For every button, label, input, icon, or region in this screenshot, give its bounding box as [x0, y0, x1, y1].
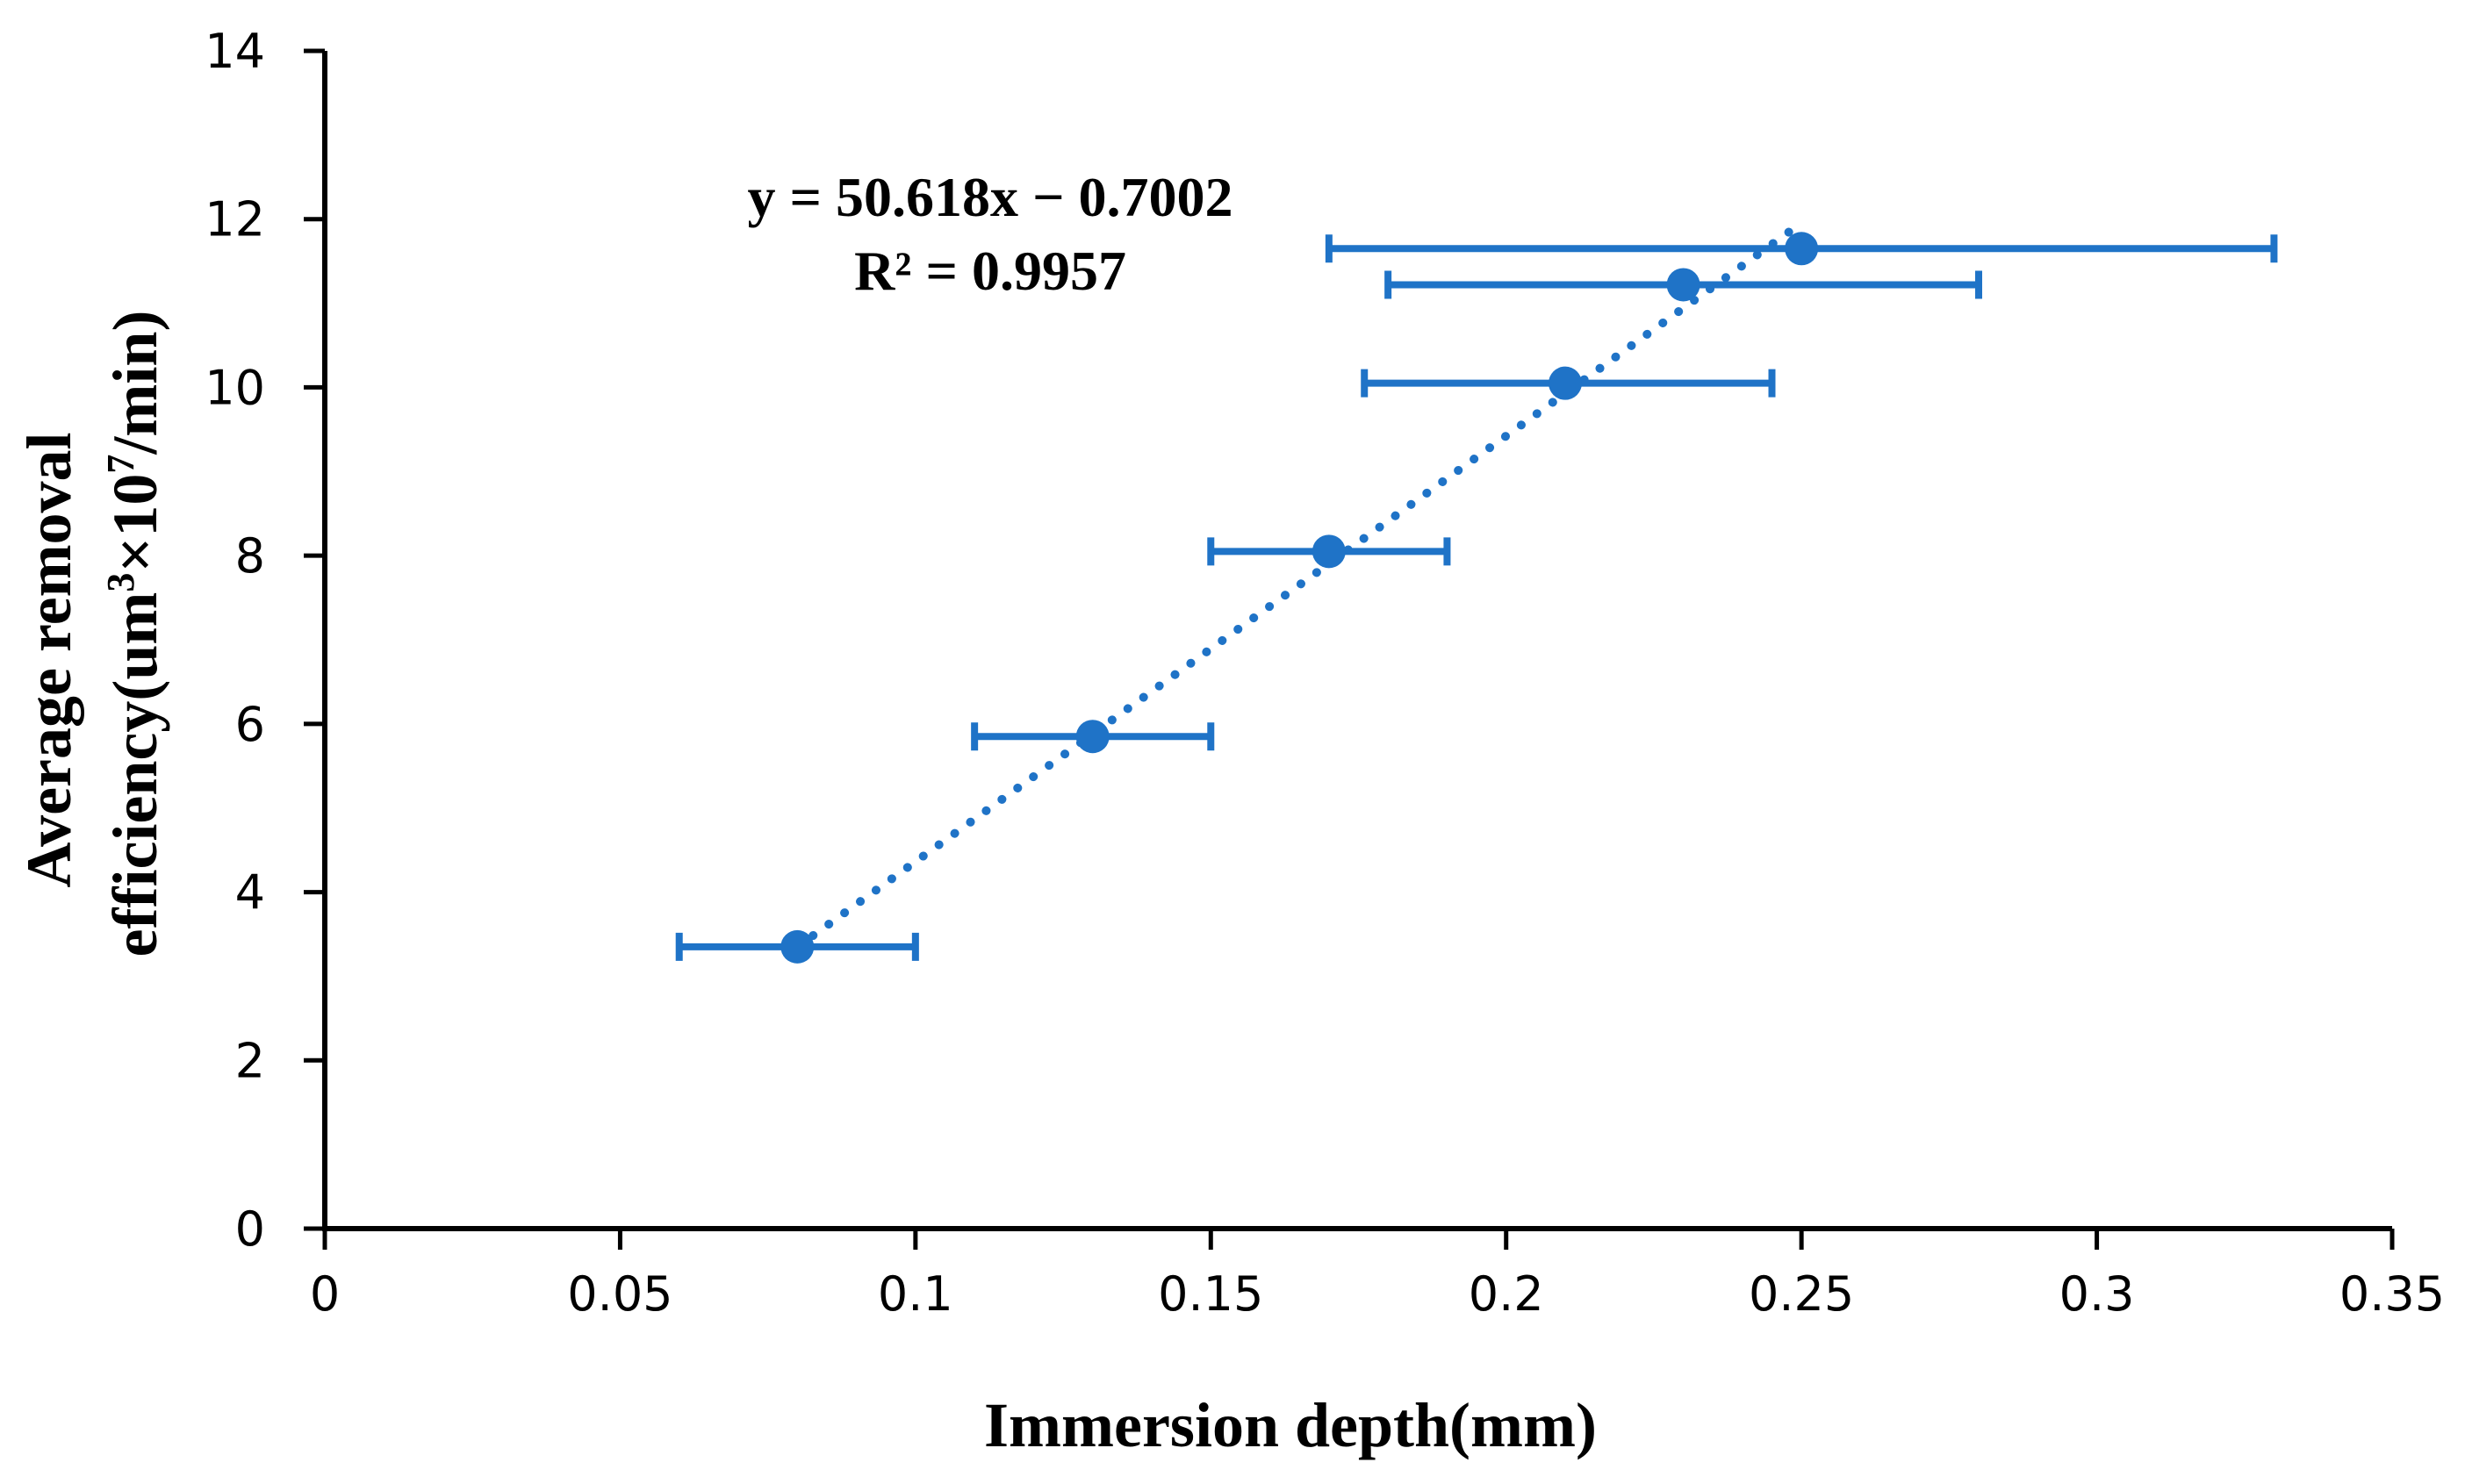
trendline [793, 219, 1807, 951]
y-tick-label: 4 [235, 865, 265, 921]
data-point [1549, 366, 1582, 400]
data-points [780, 232, 1819, 964]
data-point [1075, 720, 1110, 754]
y-axis-title-line1: Average removal [14, 432, 84, 887]
y-axis-title-sup1: 3 [99, 573, 142, 592]
x-axis: 0 0.05 0.1 0.15 0.2 0.25 0.3 0.35 [310, 1226, 2445, 1322]
data-point [780, 929, 815, 964]
error-bars [675, 234, 2278, 961]
y-tick-label: 14 [205, 24, 265, 79]
data-point [1312, 534, 1346, 569]
y-axis-title-line2: efficiency(um3×107/min) [99, 311, 170, 957]
x-axis-title: Immersion depth(mm) [984, 1390, 1597, 1460]
y-axis-title-sup2: 7 [99, 455, 142, 474]
y-axis-title-prefix: efficiency(um [100, 592, 170, 957]
y-tick-label: 6 [235, 697, 265, 752]
y-tick-label: 2 [235, 1033, 265, 1088]
x-tick-label: 0.05 [567, 1266, 672, 1322]
y-tick-label: 0 [235, 1201, 265, 1257]
y-axis-title-mid: ×10 [100, 474, 170, 573]
x-tick-label: 0.1 [878, 1266, 953, 1322]
y-axis-title: Average removal efficiency(um3×107/min) [14, 311, 170, 957]
y-axis: 0 2 4 6 8 10 12 14 [205, 24, 327, 1257]
data-point [1666, 268, 1700, 302]
x-tick-label: 0.15 [1158, 1266, 1263, 1322]
x-tick-label: 0.25 [1749, 1266, 1854, 1322]
x-tick-label: 0.35 [2339, 1266, 2445, 1322]
data-point [1785, 232, 1819, 266]
y-axis-title-suffix: /min) [100, 311, 170, 455]
x-tick-label: 0 [310, 1266, 340, 1322]
y-tick-label: 10 [205, 360, 265, 415]
x-tick-label: 0.3 [2059, 1266, 2135, 1322]
x-ticks: 0 0.05 0.1 0.15 0.2 0.25 0.3 0.35 [310, 1229, 2445, 1322]
y-ticks: 0 2 4 6 8 10 12 14 [205, 24, 325, 1257]
x-tick-label: 0.2 [1469, 1266, 1544, 1322]
y-tick-label: 12 [205, 192, 265, 247]
r-squared-label: R² = 0.9957 [854, 240, 1126, 302]
y-tick-label: 8 [235, 528, 265, 584]
equation-label: y = 50.618x − 0.7002 [748, 166, 1233, 228]
trendline-line [793, 219, 1807, 951]
